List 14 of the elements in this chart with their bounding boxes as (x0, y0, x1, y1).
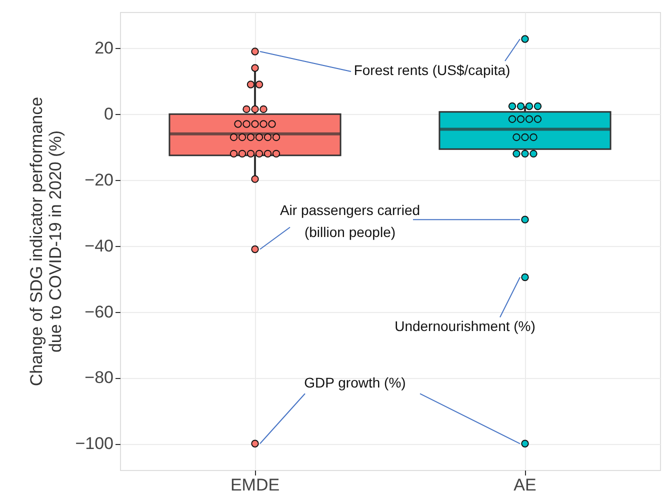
y-tick-label: −40 (84, 236, 114, 256)
annotation: Undernourishment (%) (394, 318, 536, 334)
annotation: GDP growth (%) (304, 374, 406, 391)
x-tick-label: AE (514, 476, 536, 494)
y-tick-label: −20 (84, 170, 114, 190)
y-tick-label: 20 (94, 38, 114, 58)
annotation: Air passengers carried (billion people) (280, 202, 420, 240)
x-tick-label: EMDE (230, 476, 280, 494)
y-tick-label: −80 (84, 368, 114, 388)
y-axis-title: Change of SDG indicator performance due to COVID-19 in 2020 (%) (27, 96, 66, 386)
y-tick-label: −100 (75, 434, 114, 454)
y-tick-label: −60 (84, 302, 114, 322)
annotation: Forest rents (US$/capita) (354, 62, 510, 78)
y-tick-label: 0 (104, 104, 114, 124)
